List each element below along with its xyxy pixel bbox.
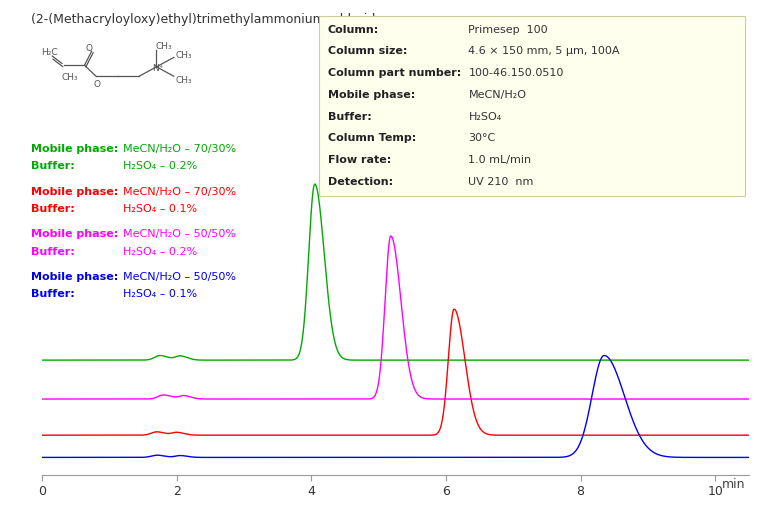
Text: O: O [93, 79, 100, 89]
Text: Buffer:: Buffer: [31, 246, 74, 257]
Text: Column:: Column: [328, 25, 379, 35]
Text: Mobile phase:: Mobile phase: [328, 90, 415, 100]
Text: Mobile phase:: Mobile phase: [31, 186, 118, 197]
Text: CH₃: CH₃ [155, 42, 172, 51]
Text: Buffer:: Buffer: [328, 112, 372, 122]
Text: Detection:: Detection: [328, 176, 393, 187]
Text: 30°C: 30°C [468, 133, 495, 143]
Text: Primesep  100: Primesep 100 [468, 25, 548, 35]
Text: Buffer:: Buffer: [31, 204, 74, 214]
Text: Column Temp:: Column Temp: [328, 133, 416, 143]
Text: O: O [85, 43, 92, 53]
Text: CH₃: CH₃ [175, 51, 192, 61]
Text: H₂SO₄ – 0.2%: H₂SO₄ – 0.2% [123, 246, 197, 257]
Text: CH₃: CH₃ [175, 76, 192, 86]
Text: UV 210  nm: UV 210 nm [468, 176, 534, 187]
Text: Buffer:: Buffer: [31, 289, 74, 300]
Text: MeCN/H₂O – 50/50%: MeCN/H₂O – 50/50% [123, 272, 236, 282]
Text: H₂SO₄ – 0.1%: H₂SO₄ – 0.1% [123, 204, 197, 214]
Text: 100-46.150.0510: 100-46.150.0510 [468, 68, 564, 78]
Text: 4.6 × 150 mm, 5 μm, 100A: 4.6 × 150 mm, 5 μm, 100A [468, 46, 620, 56]
Text: Column part number:: Column part number: [328, 68, 462, 78]
Text: MeCN/H₂O: MeCN/H₂O [468, 90, 527, 100]
Text: Buffer:: Buffer: [31, 161, 74, 171]
Text: (2-(Methacryloyloxy)ethyl)trimethylammonium  chloride: (2-(Methacryloyloxy)ethyl)trimethylammon… [31, 13, 382, 26]
Text: H₂SO₄: H₂SO₄ [468, 112, 502, 122]
Text: Mobile phase:: Mobile phase: [31, 229, 118, 240]
Text: CH₃: CH₃ [61, 73, 78, 82]
Text: H₂SO₄ – 0.2%: H₂SO₄ – 0.2% [123, 161, 197, 171]
Text: MeCN/H₂O – 70/30%: MeCN/H₂O – 70/30% [123, 144, 236, 154]
Text: Mobile phase:: Mobile phase: [31, 144, 118, 154]
Text: Mobile phase:: Mobile phase: [31, 272, 118, 282]
Text: 1.0 mL/min: 1.0 mL/min [468, 155, 531, 165]
Text: min: min [722, 478, 746, 491]
Text: MeCN/H₂O – 50/50%: MeCN/H₂O – 50/50% [123, 229, 236, 240]
Text: MeCN/H₂O – 70/30%: MeCN/H₂O – 70/30% [123, 186, 236, 197]
Text: H₂SO₄ – 0.1%: H₂SO₄ – 0.1% [123, 289, 197, 300]
Text: Column size:: Column size: [328, 46, 407, 56]
Text: H₂C: H₂C [41, 48, 58, 57]
Text: Flow rate:: Flow rate: [328, 155, 391, 165]
Text: N⁺: N⁺ [152, 64, 164, 73]
